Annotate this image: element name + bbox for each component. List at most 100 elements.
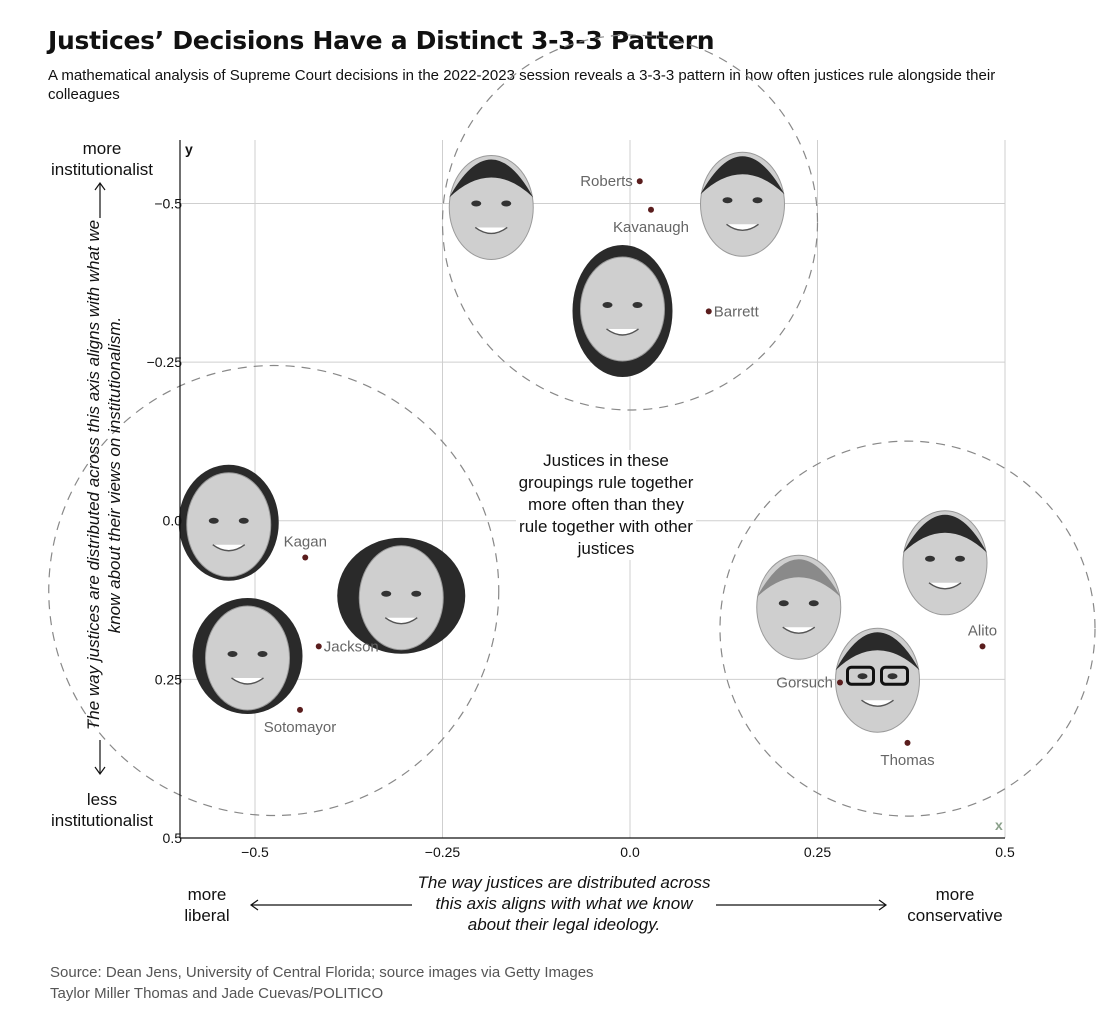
group-circle bbox=[719, 440, 1096, 817]
y-tick-label: −0.5 bbox=[154, 195, 182, 211]
portrait-sotomayor bbox=[192, 597, 303, 714]
label-alito: Alito bbox=[968, 622, 997, 639]
y-tick-label: 0.0 bbox=[163, 513, 183, 529]
mouth bbox=[928, 582, 962, 590]
portrait-thomas bbox=[835, 627, 920, 733]
eye-right bbox=[808, 600, 819, 607]
portrait-gorsuch bbox=[756, 554, 842, 660]
eye-left bbox=[857, 673, 868, 680]
group-circle bbox=[48, 364, 500, 817]
point-jackson bbox=[315, 643, 322, 650]
y-tick-label: −0.25 bbox=[147, 354, 183, 370]
label-thomas: Thomas bbox=[880, 752, 934, 769]
label-barrett: Barrett bbox=[714, 303, 760, 320]
eye-right bbox=[411, 590, 422, 597]
chart-title: Justices’ Decisions Have a Distinct 3-3-… bbox=[48, 26, 715, 55]
portrait-kagan bbox=[178, 464, 279, 581]
x-tick-label: 0.5 bbox=[995, 844, 1015, 860]
eye-right bbox=[238, 517, 249, 524]
right-arrow-head bbox=[878, 899, 888, 911]
hair-top bbox=[449, 159, 534, 198]
x-tick-label: −0.25 bbox=[425, 844, 461, 860]
mouth bbox=[474, 226, 508, 235]
eye-left bbox=[208, 517, 219, 524]
eye-left bbox=[227, 650, 238, 657]
eye-right bbox=[887, 673, 898, 680]
eye-left bbox=[471, 200, 482, 207]
down-arrow-head bbox=[94, 766, 106, 776]
mouth bbox=[861, 699, 894, 707]
y-axis-letter: y bbox=[185, 141, 193, 157]
mouth bbox=[212, 544, 246, 552]
x-axis-letter: x bbox=[995, 817, 1003, 833]
face-shape bbox=[358, 545, 444, 651]
portrait-kavanaugh bbox=[700, 151, 785, 257]
face-shape bbox=[580, 256, 665, 362]
eye-right bbox=[501, 200, 512, 207]
y-tick-label: 0.25 bbox=[155, 671, 182, 687]
y-axis-title: The way justices are distributed across … bbox=[84, 219, 124, 731]
mouth bbox=[606, 328, 639, 336]
hair-top bbox=[835, 632, 920, 671]
eye-left bbox=[602, 301, 613, 308]
point-kagan bbox=[302, 554, 309, 561]
eye-right bbox=[632, 301, 643, 308]
glasses-right bbox=[880, 665, 909, 686]
face-shape bbox=[205, 605, 290, 711]
left-arrow-head bbox=[249, 899, 259, 911]
more-conservative-label: more conservative bbox=[907, 885, 1003, 925]
portrait-alito bbox=[902, 510, 988, 616]
data-points: Roberts Kavanaugh Barrett Kagan Jackson Sotom… bbox=[264, 173, 997, 769]
hair-top bbox=[756, 559, 841, 598]
label-kagan: Kagan bbox=[284, 534, 327, 551]
eye-right bbox=[257, 650, 268, 657]
point-roberts bbox=[636, 178, 643, 185]
group-circle bbox=[441, 34, 819, 411]
mouth bbox=[782, 626, 816, 634]
x-tick-label: −0.5 bbox=[241, 844, 269, 860]
more-liberal-label: more liberal bbox=[184, 885, 230, 925]
direction-arrows bbox=[94, 181, 888, 911]
point-gorsuch bbox=[837, 679, 843, 686]
portrait-jackson bbox=[337, 537, 466, 654]
more-institutionalist-label: more institutionalist bbox=[50, 139, 154, 179]
portrait-barrett bbox=[572, 244, 673, 377]
point-thomas bbox=[904, 739, 911, 746]
less-institutionalist-label: less institutionalist bbox=[50, 790, 154, 830]
justice-portraits bbox=[178, 151, 988, 733]
eye-left bbox=[778, 600, 789, 607]
point-alito bbox=[979, 643, 986, 650]
glasses-left bbox=[846, 665, 875, 686]
point-kavanaugh bbox=[648, 206, 654, 213]
label-jackson: Jackson bbox=[324, 638, 379, 655]
x-tick-label: 0.25 bbox=[804, 844, 831, 860]
eye-right bbox=[752, 197, 763, 204]
portrait-roberts bbox=[448, 154, 534, 260]
axes: y x −0.5 −0.25 0.0 0.25 0.5 −0.5 −0.25 0.0 0.25 0.5 bbox=[147, 140, 1015, 860]
eye-left bbox=[722, 197, 733, 204]
hair-top bbox=[903, 514, 987, 553]
eye-left bbox=[381, 590, 392, 597]
credit-note: Taylor Miller Thomas and Jade Cuevas/POL… bbox=[50, 985, 384, 1002]
label-gorsuch: Gorsuch bbox=[776, 675, 833, 692]
point-barrett bbox=[705, 308, 712, 315]
y-axis-title-wrap: The way justices are distributed across … bbox=[24, 195, 184, 755]
up-arrow-head bbox=[94, 181, 106, 191]
hair-top bbox=[700, 156, 785, 195]
face-shape bbox=[186, 472, 272, 578]
point-sotomayor bbox=[297, 706, 303, 713]
label-roberts: Roberts bbox=[580, 173, 633, 190]
x-axis-title: The way justices are distributed across … bbox=[417, 873, 711, 934]
label-kavanaugh: Kavanaugh bbox=[613, 219, 689, 236]
y-tick-label: 0.5 bbox=[163, 830, 183, 846]
group-circles bbox=[48, 34, 1096, 817]
mouth bbox=[384, 617, 418, 625]
source-note: Source: Dean Jens, University of Central… bbox=[50, 964, 594, 981]
eye-left bbox=[925, 555, 935, 562]
x-tick-label: 0.0 bbox=[620, 844, 640, 860]
eye-right bbox=[955, 555, 965, 562]
mouth bbox=[231, 677, 264, 685]
mouth bbox=[726, 223, 759, 231]
grouping-annotation: Justices in these groupings rule togethe… bbox=[516, 450, 696, 560]
